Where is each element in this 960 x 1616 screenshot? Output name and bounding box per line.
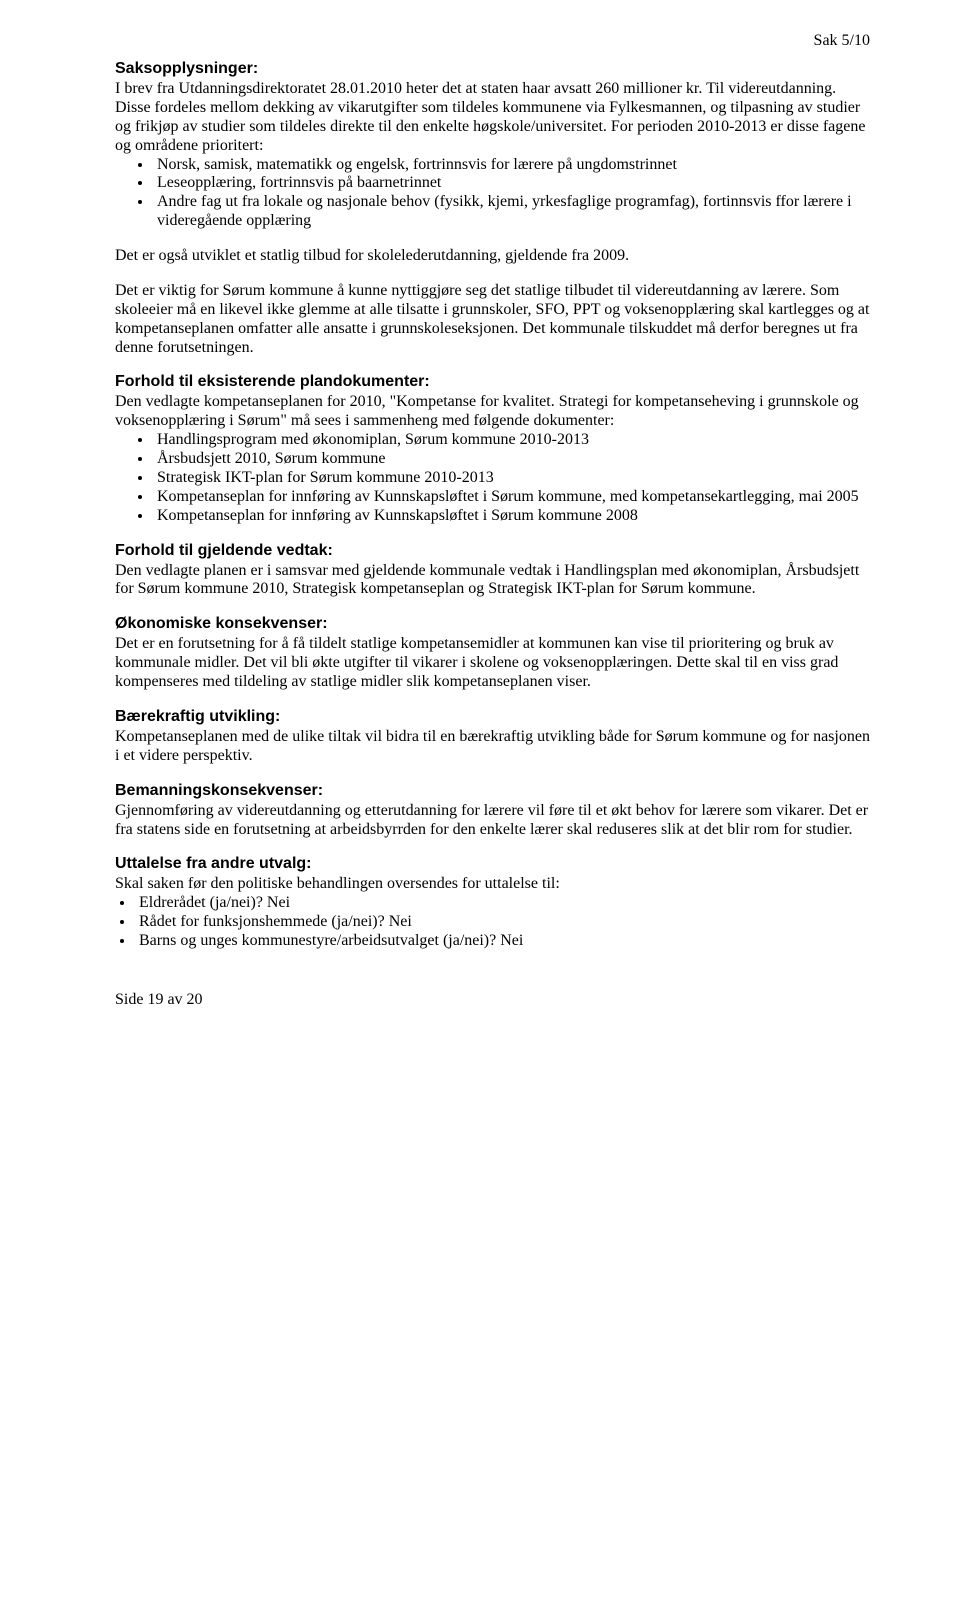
list-item: Kompetanseplan for innføring av Kunnskap… [153,507,870,526]
list-item: Rådet for funksjonshemmede (ja/nei)? Nei [135,913,870,932]
bullet-list: Norsk, samisk, matematikk og engelsk, fo… [115,156,870,232]
list-item: Strategisk IKT-plan for Sørum kommune 20… [153,469,870,488]
list-item: Norsk, samisk, matematikk og engelsk, fo… [153,156,870,175]
body-text: Skal saken før den politiske behandlinge… [115,875,870,894]
section-title-vedtak: Forhold til gjeldende vedtak: [115,542,870,560]
list-item: Eldrerådet (ja/nei)? Nei [135,894,870,913]
body-text: Det er en forutsetning for å få tildelt … [115,635,870,692]
body-text: Disse fordeles mellom dekking av vikarut… [115,99,870,156]
body-text: Kompetanseplanen med de ulike tiltak vil… [115,728,870,766]
section-title-bemanning: Bemanningskonsekvenser: [115,782,870,800]
bullet-list: Handlingsprogram med økonomiplan, Sørum … [115,431,870,525]
section-title-okonomiske: Økonomiske konsekvenser: [115,615,870,633]
header-case-number: Sak 5/10 [814,32,870,50]
page-footer: Side 19 av 20 [115,991,870,1009]
section-title-baerekraftig: Bærekraftig utvikling: [115,708,870,726]
body-text: Den vedlagte kompetanseplanen for 2010, … [115,393,870,431]
body-text: Det er også utviklet et statlig tilbud f… [115,247,870,266]
body-text: Gjennomføring av videreutdanning og ette… [115,802,870,840]
list-item: Andre fag ut fra lokale og nasjonale beh… [153,193,870,231]
document-page: Sak 5/10 Saksopplysninger: I brev fra Ut… [0,0,960,1049]
bullet-list: Eldrerådet (ja/nei)? Nei Rådet for funks… [115,894,870,951]
section-title-saksopplysninger: Saksopplysninger: [115,60,870,78]
list-item: Handlingsprogram med økonomiplan, Sørum … [153,431,870,450]
list-item: Leseopplæring, fortrinnsvis på baarnetri… [153,174,870,193]
body-text: Den vedlagte planen er i samsvar med gje… [115,562,870,600]
body-text: I brev fra Utdanningsdirektoratet 28.01.… [115,80,870,99]
section-title-uttalelse: Uttalelse fra andre utvalg: [115,855,870,873]
section-title-plandokumenter: Forhold til eksisterende plandokumenter: [115,373,870,391]
list-item: Årsbudsjett 2010, Sørum kommune [153,450,870,469]
body-text: Det er viktig for Sørum kommune å kunne … [115,282,870,358]
list-item: Kompetanseplan for innføring av Kunnskap… [153,488,870,507]
list-item: Barns og unges kommunestyre/arbeidsutval… [135,932,870,951]
